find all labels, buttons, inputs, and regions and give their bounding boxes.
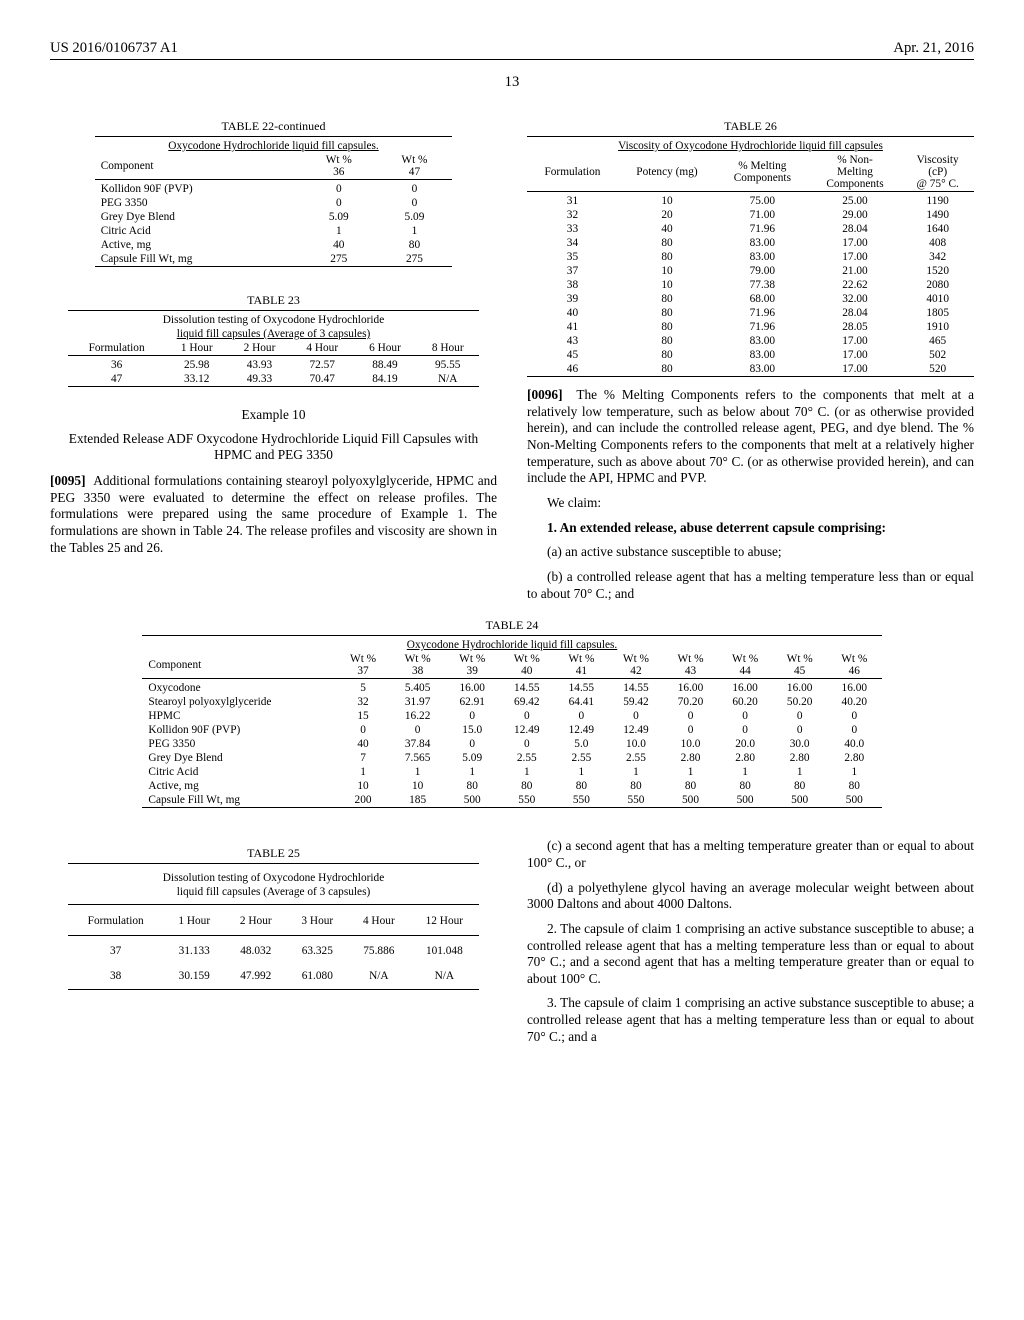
table26: Viscosity of Oxycodone Hydrochloride liq…	[527, 136, 974, 379]
table-row: 3830.15947.99261.080N/AN/A	[68, 964, 479, 990]
table-row: 3625.9843.9372.5788.4995.55	[68, 358, 479, 372]
table-row: 458083.0017.00502	[527, 348, 974, 362]
table-row: 381077.3822.622080	[527, 278, 974, 292]
para-0095-text: Additional formulations containing stear…	[50, 473, 497, 555]
table23-sub2: liquid fill capsules (Average of 3 capsu…	[68, 327, 479, 341]
table-row: Active, mg10108080808080808080	[142, 779, 881, 793]
bottom-right-column: (c) a second agent that has a melting te…	[527, 830, 974, 1053]
table26-caption: TABLE 26	[527, 119, 974, 134]
para-0095-num: [0095]	[50, 473, 86, 488]
table22-h0: Component	[95, 153, 301, 180]
table-row: HPMC1516.2200000000	[142, 709, 881, 723]
table-row: Kollidon 90F (PVP)0015.012.4912.4912.490…	[142, 723, 881, 737]
table26-subcaption: Viscosity of Oxycodone Hydrochloride liq…	[527, 139, 974, 153]
table25-sub1: Dissolution testing of Oxycodone Hydroch…	[68, 866, 479, 885]
table-row: Grey Dye Blend77.5655.092.552.552.552.80…	[142, 751, 881, 765]
table-row: 3731.13348.03263.32575.886101.048	[68, 938, 479, 964]
table26-h0: Formulation	[527, 153, 618, 192]
table-row: Oxycodone55.40516.0014.5514.5514.5516.00…	[142, 681, 881, 695]
two-column-layout: TABLE 22-continued Oxycodone Hydrochlori…	[50, 111, 974, 610]
claim-1d: (d) a polyethylene glycol having an aver…	[527, 880, 974, 913]
claim-1b: (b) a controlled release agent that has …	[527, 569, 974, 602]
table25-caption: TABLE 25	[50, 846, 497, 861]
table-row: Citric Acid11	[95, 224, 453, 238]
table24-wrap: TABLE 24 Oxycodone Hydrochloride liquid …	[50, 618, 974, 810]
table-row: Citric Acid1111111111	[142, 765, 881, 779]
table22-subcaption: Oxycodone Hydrochloride liquid fill caps…	[95, 139, 453, 153]
table-row: 4733.1249.3370.4784.19N/A	[68, 372, 479, 387]
example10-subtitle: Extended Release ADF Oxycodone Hydrochlo…	[50, 431, 497, 463]
table-row: Active, mg4080	[95, 238, 453, 252]
table-row: 311075.0025.001190	[527, 194, 974, 208]
claim-2: 2. The capsule of claim 1 comprising an …	[527, 921, 974, 988]
table-row: Capsule Fill Wt, mg275275	[95, 252, 453, 267]
claim-1c: (c) a second agent that has a melting te…	[527, 838, 974, 871]
table-row: Stearoyl polyoxylglyceride3231.9762.9169…	[142, 695, 881, 709]
table25: Dissolution testing of Oxycodone Hydroch…	[68, 863, 479, 992]
page-header: US 2016/0106737 A1 Apr. 21, 2016	[50, 40, 974, 60]
table22-h2: Wt %47	[377, 153, 453, 180]
table24-subcaption: Oxycodone Hydrochloride liquid fill caps…	[142, 638, 881, 652]
right-column: TABLE 26 Viscosity of Oxycodone Hydrochl…	[527, 111, 974, 610]
table25-sub2: liquid fill capsules (Average of 3 capsu…	[68, 885, 479, 905]
table-row: PEG 335000	[95, 196, 453, 210]
claim-1: 1. An extended release, abuse deterrent …	[527, 520, 974, 537]
left-column: TABLE 22-continued Oxycodone Hydrochlori…	[50, 111, 497, 610]
table-row: Grey Dye Blend5.095.09	[95, 210, 453, 224]
table-row: 408071.9628.041805	[527, 306, 974, 320]
table-row: 371079.0021.001520	[527, 264, 974, 278]
publication-date: Apr. 21, 2016	[893, 40, 974, 57]
table26-h1: Potency (mg)	[618, 153, 716, 192]
table22-caption: TABLE 22-continued	[50, 119, 497, 134]
bottom-left-column: TABLE 25 Dissolution testing of Oxycodon…	[50, 830, 497, 1053]
para-0095: [0095] Additional formulations containin…	[50, 473, 497, 556]
table23-caption: TABLE 23	[50, 293, 497, 308]
table-row: 348083.0017.00408	[527, 236, 974, 250]
table23-sub1: Dissolution testing of Oxycodone Hydroch…	[68, 313, 479, 327]
table26-h4: Viscosity(cP)@ 75° C.	[901, 153, 974, 192]
para-0096: [0096] The % Melting Components refers t…	[527, 387, 974, 487]
table26-h2: % MeltingComponents	[716, 153, 809, 192]
para-0096-text: The % Melting Components refers to the c…	[527, 387, 974, 485]
table22-h1: Wt %36	[301, 153, 377, 180]
table-row: Kollidon 90F (PVP)00	[95, 182, 453, 196]
table26-h3: % Non-MeltingComponents	[809, 153, 902, 192]
table-row: 322071.0029.001490	[527, 208, 974, 222]
table-row: 398068.0032.004010	[527, 292, 974, 306]
table-row: Capsule Fill Wt, mg200185500550550550500…	[142, 793, 881, 808]
table24: Oxycodone Hydrochloride liquid fill caps…	[142, 635, 881, 810]
table24-caption: TABLE 24	[50, 618, 974, 633]
table-row: PEG 33504037.84005.010.010.020.030.040.0	[142, 737, 881, 751]
table-row: 334071.9628.041640	[527, 222, 974, 236]
bottom-columns: TABLE 25 Dissolution testing of Oxycodon…	[50, 830, 974, 1053]
table-row: 358083.0017.00342	[527, 250, 974, 264]
claim-3: 3. The capsule of claim 1 comprising an …	[527, 995, 974, 1045]
table-row: 468083.0017.00520	[527, 362, 974, 377]
table-row: 418071.9628.051910	[527, 320, 974, 334]
table23: Dissolution testing of Oxycodone Hydroch…	[68, 310, 479, 389]
table22: Oxycodone Hydrochloride liquid fill caps…	[95, 136, 453, 269]
page-number: 13	[50, 74, 974, 91]
para-0096-num: [0096]	[527, 387, 563, 402]
patent-number: US 2016/0106737 A1	[50, 40, 178, 57]
table-row: 438083.0017.00465	[527, 334, 974, 348]
claims-intro: We claim:	[527, 495, 974, 512]
example10-title: Example 10	[50, 407, 497, 423]
claim-1a: (a) an active substance susceptible to a…	[527, 544, 974, 561]
